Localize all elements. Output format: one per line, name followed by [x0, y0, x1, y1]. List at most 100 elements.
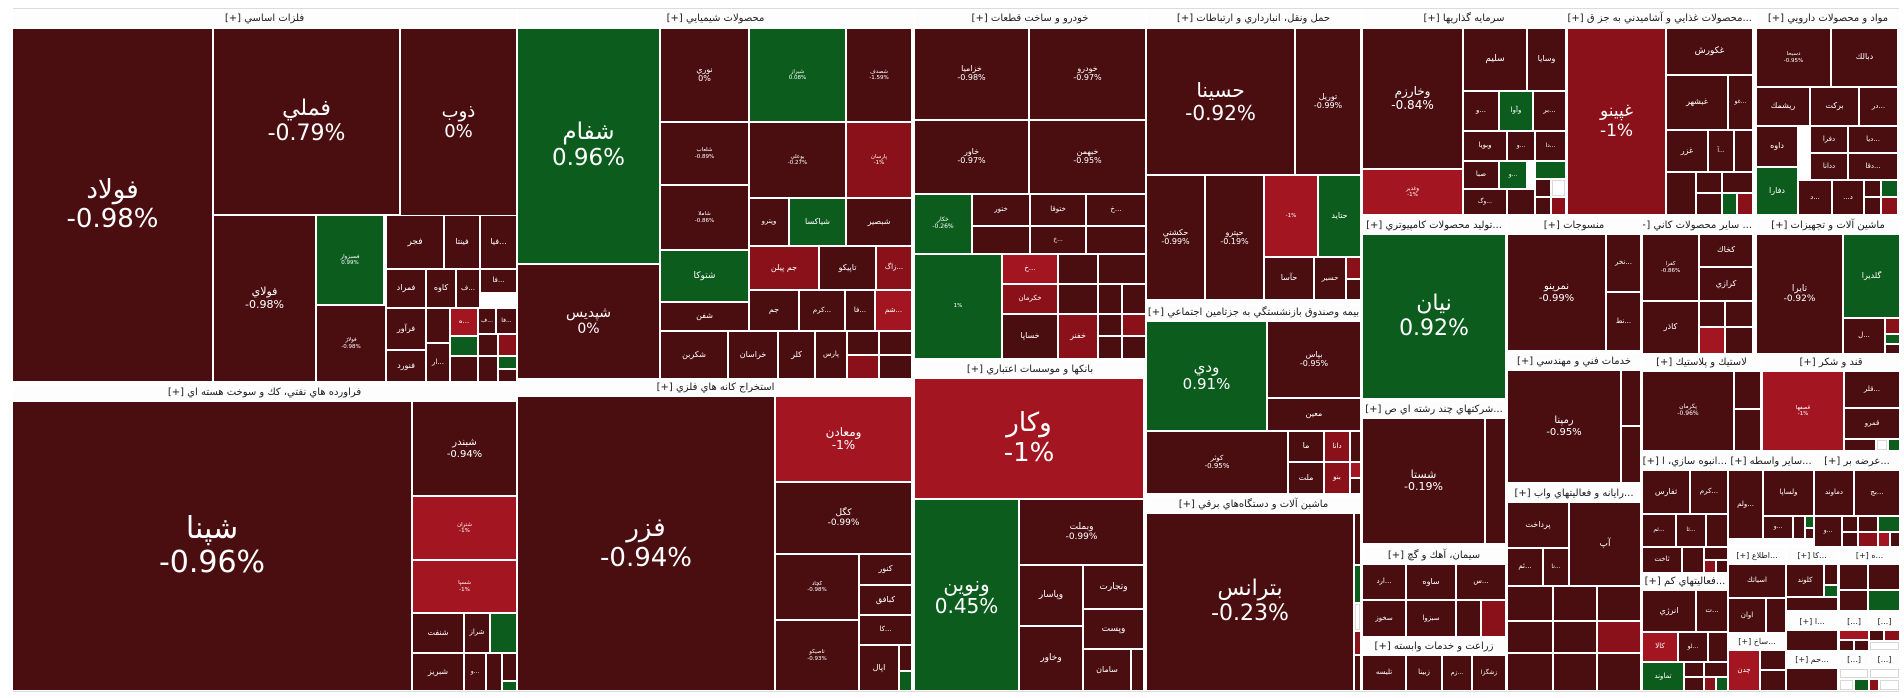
tile-وآوا[interactable]: وآوا: [1500, 92, 1532, 130]
tile-خزاميا[interactable]: خزاميا -0.98%: [915, 29, 1028, 119]
tile-...ولم[interactable]: ...ولم: [1729, 471, 1762, 538]
tile[interactable]: [1486, 419, 1505, 543]
tile-...ثا[interactable]: ...ثا: [1677, 515, 1705, 546]
tile[interactable]: [1536, 180, 1550, 196]
tile[interactable]: [880, 332, 911, 354]
tile-كچاد[interactable]: كچاد -0.98%: [776, 555, 858, 619]
tile-جم[interactable]: جم: [750, 291, 798, 330]
tile[interactable]: [1123, 285, 1145, 313]
tile[interactable]: [900, 646, 911, 670]
tile-...ار[interactable]: ...ار: [427, 344, 449, 381]
tile-گلديرا[interactable]: گلديرا: [1844, 235, 1899, 317]
tile[interactable]: [1840, 565, 1867, 589]
tile-خفنر[interactable]: خفنر: [1059, 315, 1097, 358]
tile-خبهمن[interactable]: خبهمن -0.95%: [1030, 121, 1145, 193]
sector-header[interactable]: خودرو و ساخت قطعات [+]: [915, 10, 1145, 27]
tile-...لو[interactable]: ...لو: [1679, 633, 1707, 661]
tile[interactable]: [1840, 669, 1868, 678]
tile[interactable]: [1554, 622, 1596, 652]
tile-وخاور[interactable]: وخاور: [1020, 627, 1082, 690]
tile-شيراز[interactable]: شيراز 0.08%: [750, 29, 845, 121]
tile[interactable]: [1880, 680, 1899, 690]
sector-header[interactable]: ...رايانه و فعاليتهاي واب [+]: [1508, 486, 1640, 501]
tile[interactable]: [1882, 181, 1897, 196]
tile-...نخر[interactable]: ...نخر: [1607, 235, 1640, 291]
tile-...در[interactable]: ...در: [1860, 88, 1897, 125]
sector-header[interactable]: ...محصولات غذايي و آشاميدني به جز ق [+]: [1568, 10, 1752, 27]
sector-header[interactable]: ...حم [+]: [1787, 652, 1837, 667]
tile[interactable]: [1738, 194, 1752, 214]
sector-header[interactable]: منسوجات [+]: [1508, 218, 1640, 233]
tile[interactable]: [1870, 631, 1883, 640]
tile[interactable]: [1865, 198, 1880, 214]
tile-...خ[interactable]: ...خ: [1031, 227, 1085, 253]
tile-اسياتك[interactable]: اسياتك: [1729, 565, 1785, 597]
tile[interactable]: [1840, 641, 1853, 650]
tile[interactable]: [1787, 669, 1837, 690]
tile[interactable]: [499, 357, 516, 368]
tile-دماوند[interactable]: دماوند: [1815, 471, 1853, 515]
tile-...ف[interactable]: ...ف: [457, 270, 479, 307]
tile-نمرينو[interactable]: نمرينو -0.99%: [1508, 235, 1605, 350]
tile[interactable]: [1622, 371, 1640, 425]
tile[interactable]: [1717, 561, 1727, 572]
tile[interactable]: [1059, 285, 1097, 313]
sector-header[interactable]: لاستيك و پلاستيك [+]: [1643, 355, 1760, 370]
tile[interactable]: [1886, 319, 1899, 333]
tile-...زم[interactable]: ...زم: [1443, 656, 1471, 690]
tile[interactable]: [1059, 255, 1097, 283]
tile-بنو[interactable]: بنو: [1325, 463, 1349, 493]
tile-سخوز[interactable]: سخوز: [1363, 601, 1405, 636]
tile[interactable]: [1705, 678, 1715, 690]
tile-خساپا[interactable]: خساپا: [1003, 315, 1057, 358]
tile[interactable]: [1735, 372, 1760, 408]
tile[interactable]: -1%: [1265, 176, 1317, 256]
tile-سامان[interactable]: سامان: [1084, 650, 1130, 690]
tile-قمرو[interactable]: قمرو: [1845, 409, 1899, 438]
sector-header[interactable]: [...]: [1840, 614, 1868, 629]
tile-وغدير[interactable]: وغدير -1%: [1363, 170, 1462, 214]
tile-ددانا[interactable]: ددانا: [1811, 154, 1847, 179]
tile-زبينا[interactable]: زبينا: [1407, 656, 1441, 690]
tile[interactable]: 1%: [915, 255, 1001, 358]
tile-فملي[interactable]: فملي -0.79%: [214, 29, 399, 214]
tile-ولساپا[interactable]: ولساپا: [1764, 471, 1813, 515]
tile-توريل[interactable]: توريل -0.99%: [1296, 29, 1360, 174]
tile-ساوه[interactable]: ساوه: [1407, 565, 1455, 599]
tile-...خ[interactable]: ...خ: [1087, 195, 1145, 225]
tile[interactable]: [1735, 131, 1752, 171]
tile-فسبزوار[interactable]: فسبزوار 0.99%: [317, 216, 383, 304]
sector-header[interactable]: ...ا [+]: [1787, 614, 1837, 629]
tile-...آ[interactable]: ...آ: [1709, 131, 1733, 171]
tile[interactable]: [1855, 680, 1868, 690]
tile[interactable]: [1885, 631, 1899, 640]
tile-...س[interactable]: ...س: [1457, 565, 1505, 599]
tile-...ديا[interactable]: ...ديا: [1849, 127, 1897, 152]
tile[interactable]: [1870, 642, 1899, 650]
tile[interactable]: [1707, 515, 1727, 546]
tile[interactable]: [1709, 633, 1727, 661]
tile-غپينو[interactable]: غپينو -1%: [1568, 29, 1665, 214]
tile[interactable]: [1554, 587, 1596, 620]
tile[interactable]: [451, 357, 477, 381]
tile-خاور[interactable]: خاور -0.97%: [915, 121, 1028, 193]
tile-تليسه[interactable]: تليسه: [1363, 656, 1405, 690]
tile-...كرم[interactable]: ...كرم: [1691, 471, 1727, 513]
tile[interactable]: [848, 332, 878, 354]
sector-header[interactable]: بانكها و موسسات اعتباري [+]: [915, 362, 1145, 377]
tile[interactable]: [1685, 678, 1703, 690]
sector-header[interactable]: ماشين آلات و دستگاه‌هاي برقي [+]: [1147, 497, 1360, 512]
tile-سليم[interactable]: سليم: [1464, 29, 1526, 90]
tile-...نا[interactable]: ...نا: [1544, 549, 1568, 585]
tile-شصدف[interactable]: شصدف -1.59%: [847, 29, 911, 121]
tile-...د[interactable]: ...د: [1799, 181, 1831, 214]
sector-header[interactable]: ...ساير واسطه [+]: [1729, 454, 1813, 469]
tile[interactable]: [479, 357, 497, 381]
sector-header[interactable]: بيمه وصندوق بازنشستگي به جزتامين اجتماعي…: [1147, 305, 1360, 320]
tile[interactable]: [1761, 671, 1785, 690]
tile[interactable]: [900, 672, 911, 690]
tile[interactable]: [499, 370, 516, 381]
tile-بترانس[interactable]: بترانس -0.23%: [1147, 514, 1353, 690]
tile[interactable]: [1767, 599, 1785, 632]
tile[interactable]: [1870, 669, 1899, 678]
